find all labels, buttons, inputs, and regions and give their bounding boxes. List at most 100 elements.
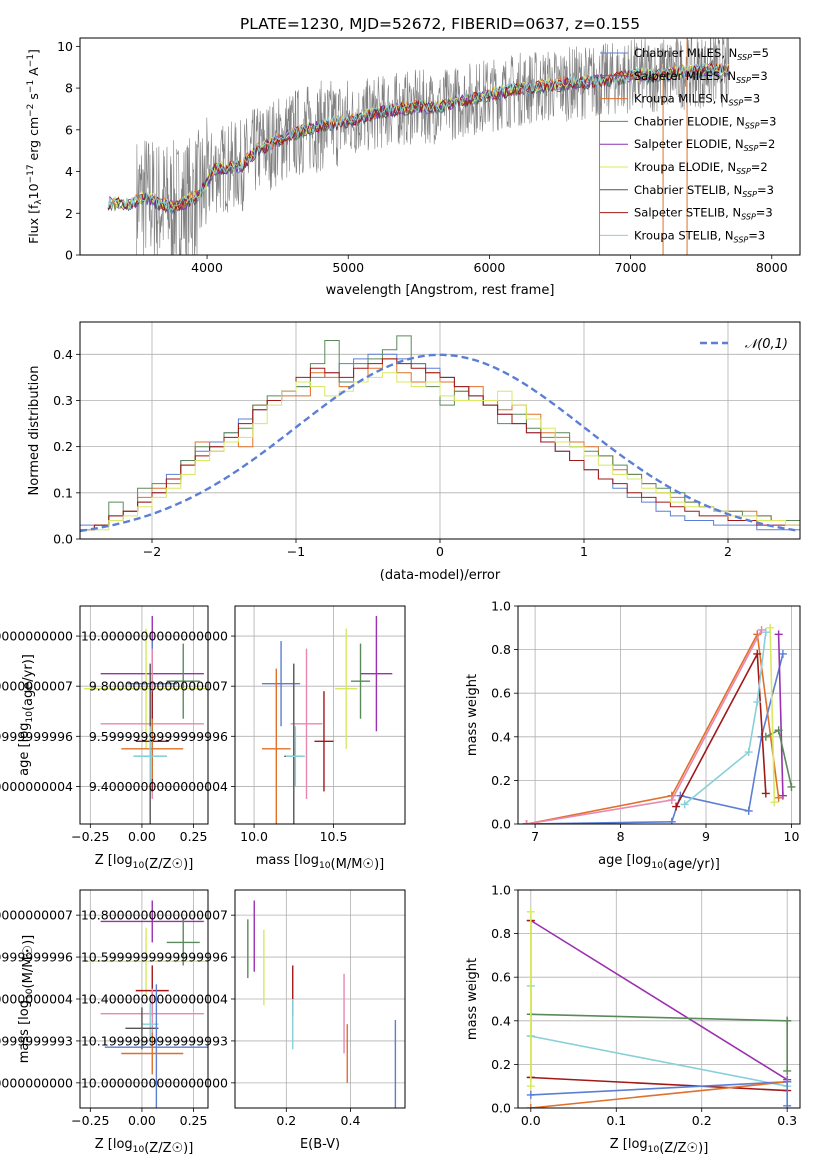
y-tick-label: 4	[65, 164, 73, 179]
axes-frame	[234, 605, 406, 825]
age-vs-mass-plot	[262, 616, 393, 824]
x-tick-label: 9	[702, 829, 710, 844]
weight-marker	[783, 1077, 792, 1086]
y-axis-label: Normed distribution	[27, 366, 42, 496]
x-tick-label: 8000	[756, 260, 788, 275]
weight-marker	[778, 791, 787, 800]
x-axis-label: Z [log10(Z/Z☉)]	[95, 853, 194, 872]
weight-marker	[757, 625, 766, 634]
weight-marker	[778, 649, 787, 658]
y-axis-label: mass weight	[465, 958, 480, 1040]
x-tick-label: 7	[531, 829, 539, 844]
model-line-8	[107, 62, 729, 211]
weight-line-2	[530, 1013, 788, 1022]
weight-marker	[526, 907, 535, 916]
x-tick-label: 0.3	[777, 1113, 797, 1128]
legend-label: 𝒩(0,1)	[745, 337, 788, 352]
y-tick-label: 0.3	[53, 393, 73, 408]
legend-label: Chabrier MILES, NSSP=5	[634, 46, 769, 62]
weight-line-7	[684, 632, 767, 806]
legend-label: Kroupa MILES, NSSP=3	[634, 92, 760, 108]
y-tick-label: 8	[65, 81, 73, 96]
histogram-step-4	[80, 358, 800, 531]
weight-marker	[774, 793, 783, 802]
y-tick-label: 9.8000000000000007	[89, 679, 228, 694]
weight-marker	[753, 649, 762, 658]
weight-line-2	[777, 634, 784, 796]
weight-marker	[526, 1090, 535, 1099]
y-tick-label: 10.0000000000000000	[81, 629, 228, 644]
x-tick-label: 0.4	[341, 1113, 361, 1128]
weight-marker	[770, 798, 779, 807]
y-tick-label: 1.0	[491, 599, 511, 614]
y-tick-label: 0.4	[53, 347, 73, 362]
x-tick-label: 0.0	[521, 1113, 541, 1128]
x-tick-label: 10.5	[320, 829, 348, 844]
weight-marker	[761, 628, 770, 637]
mass-weight-vs-z-plot	[526, 907, 792, 1108]
weight-marker	[787, 782, 796, 791]
y-tick-label: 0.6	[491, 686, 511, 701]
spectrum-plot	[107, 38, 730, 255]
legend-label: Chabrier ELODIE, NSSP=3	[634, 114, 776, 130]
x-tick-label: 0	[436, 544, 444, 559]
axes-frame	[79, 605, 209, 825]
y-tick-label: 10.1999999999999993	[0, 1033, 73, 1048]
x-tick-label: 0.25	[180, 829, 208, 844]
x-axis-label: (data-model)/error	[380, 568, 501, 583]
legend-label: Kroupa ELODIE, NSSP=2	[634, 160, 768, 176]
x-tick-label: 4000	[191, 260, 223, 275]
y-tick-label: 10.5999999999999996	[0, 950, 73, 965]
y-tick-label: 0.4	[491, 1013, 511, 1028]
y-tick-label: 0.4	[491, 729, 511, 744]
x-axis-label: Z [log10(Z/Z☉)]	[95, 1137, 194, 1156]
axes-frame	[517, 889, 801, 1109]
axes-frame	[517, 605, 801, 825]
axes-frame	[79, 889, 209, 1109]
y-tick-label: 9.5999999999999996	[89, 729, 228, 744]
weight-marker	[522, 820, 531, 824]
y-tick-label: 0.2	[53, 439, 73, 454]
mass-vs-z-panel: −0.25 0.00 0.25 10.0000000000000000 10.19999…	[0, 889, 209, 1156]
weight-marker	[774, 630, 783, 639]
y-tick-label: 10.4000000000000004	[81, 992, 228, 1007]
weight-marker	[526, 1104, 535, 1108]
model-line-9	[107, 62, 729, 212]
residuals-legend: 𝒩(0,1)	[700, 337, 788, 352]
y-tick-label: 9.8000000000000007	[0, 679, 73, 694]
y-tick-label: 10.4000000000000004	[0, 992, 73, 1007]
mass-weight-vs-z-panel: 0.0 0.1 0.2 0.3 0.0 0.2 0.4 0.6 0.8 1.0 Z [log10(Z…	[465, 883, 801, 1156]
axes-frame	[234, 889, 406, 1109]
y-axis-label: mass [log10(M/M☉)]	[17, 935, 36, 1063]
y-tick-label: 9.4000000000000004	[0, 779, 73, 794]
axes-frame	[79, 321, 801, 540]
x-axis-label: age [log10(age/yr)]	[598, 853, 720, 872]
x-tick-label: 5000	[332, 260, 364, 275]
mass-weight-vs-age-plot	[522, 623, 796, 824]
x-tick-label: 0.2	[276, 1113, 296, 1128]
y-tick-label: 0.2	[491, 1057, 511, 1072]
weight-marker	[761, 789, 770, 798]
weight-marker	[667, 796, 676, 805]
legend-label: Salpeter ELODIE, NSSP=2	[634, 137, 775, 153]
histogram-step-5	[80, 372, 800, 531]
x-tick-label: −0.25	[71, 829, 109, 844]
x-tick-label: 6000	[474, 260, 506, 275]
x-tick-label: 10	[784, 829, 800, 844]
x-tick-label: −0.25	[71, 1113, 109, 1128]
legend-label: Chabrier STELIB, NSSP=3	[634, 183, 774, 199]
y-tick-label: 0.8	[491, 926, 511, 941]
y-tick-label: 0.0	[53, 532, 73, 547]
x-axis-label: wavelength [Angstrom, rest frame]	[326, 283, 555, 298]
weight-line-4	[530, 1035, 788, 1087]
y-tick-label: 0	[65, 248, 73, 263]
weight-marker	[526, 1082, 535, 1091]
y-tick-label: 10.5999999999999996	[81, 950, 228, 965]
y-tick-label: 10.1999999999999993	[81, 1033, 228, 1048]
mass-vs-ebv-plot	[247, 900, 397, 1108]
y-tick-label: 1.0	[491, 883, 511, 898]
y-tick-label: 10.0000000000000000	[0, 629, 73, 644]
x-tick-label: 1	[580, 544, 588, 559]
weight-marker	[783, 1066, 792, 1075]
